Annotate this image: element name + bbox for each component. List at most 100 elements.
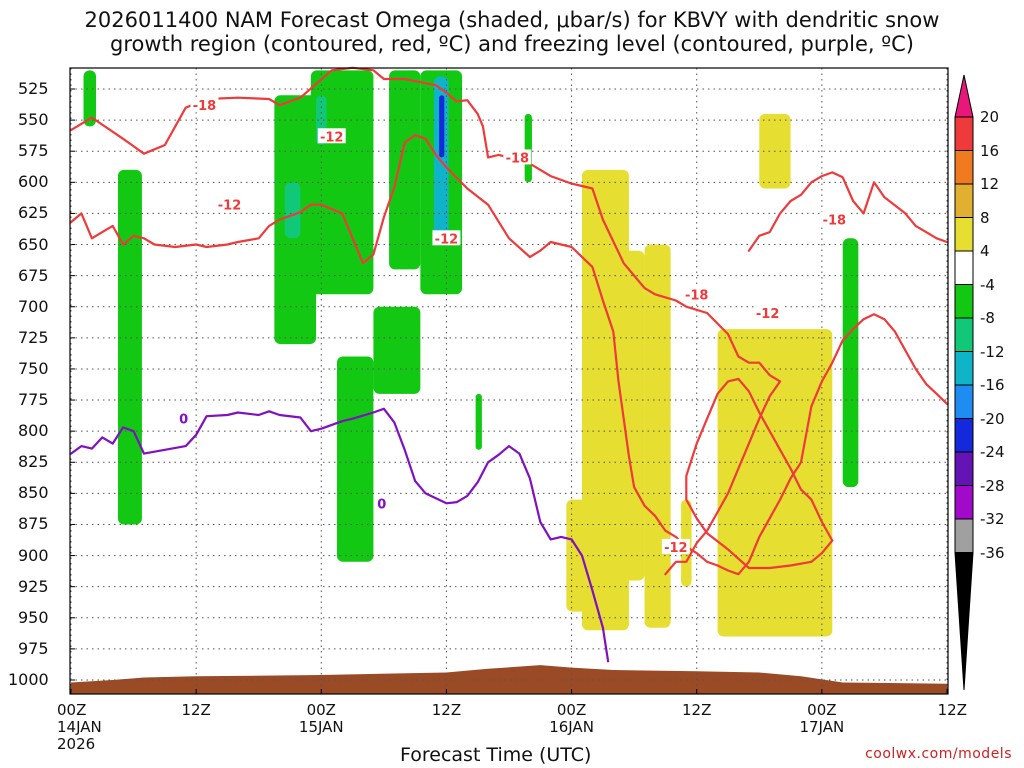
source-credit[interactable]: coolwx.com/models <box>865 746 1012 762</box>
omega-region-17 <box>613 250 645 581</box>
colorbar-segment-7 <box>954 317 974 352</box>
colorbar-segment-10 <box>954 418 974 453</box>
omega-region-20 <box>717 329 833 637</box>
omega-region-1 <box>117 169 142 525</box>
x-tick-label-line: 2026 <box>57 735 96 753</box>
colorbar-label: -28 <box>980 476 1005 495</box>
x-tick-label-line: 00Z <box>556 701 587 719</box>
contour-line-4 <box>69 407 610 663</box>
contour-label-bg-4 <box>215 196 244 212</box>
colorbar-label: -24 <box>980 443 1005 461</box>
colorbar-label: 16 <box>980 141 1000 160</box>
x-tick-label-line: 14JAN <box>57 718 102 736</box>
y-tick-label: 1000 <box>8 670 49 689</box>
terrain-fill <box>70 665 948 694</box>
y-tick-label: 625 <box>18 203 49 223</box>
contour-line-2 <box>69 133 949 576</box>
x-tick-label: 00Z 16JAN <box>532 702 612 753</box>
omega-region-11 <box>336 356 374 562</box>
colorbar-label: -8 <box>980 309 995 327</box>
x-tick-label-line: 12Z <box>682 701 712 719</box>
colorbar-segment-11 <box>954 451 974 486</box>
contour-label-bg-2 <box>820 211 849 227</box>
contour-label-bg-3 <box>682 286 711 302</box>
y-tick-label: 750 <box>18 358 49 378</box>
contour-label-6: -12 <box>435 232 459 247</box>
omega-region-14 <box>842 238 859 488</box>
colorbar-label: -4 <box>980 275 995 294</box>
y-tick-label: 975 <box>18 638 49 658</box>
x-tick-label-line: 15JAN <box>298 718 344 736</box>
y-tick-label: 675 <box>18 265 49 285</box>
contour-label-bg-7 <box>661 538 690 554</box>
colorbar-label: 12 <box>980 175 1000 193</box>
x-tick-label-line: 17JAN <box>799 718 845 736</box>
contour-label-9: 0 <box>179 413 188 428</box>
y-tick-label: 800 <box>18 421 49 441</box>
omega-region-10 <box>439 95 445 158</box>
x-tick-label-line: 12Z <box>431 701 462 719</box>
y-tick-label: 700 <box>18 296 49 316</box>
colorbar-segment-12 <box>954 485 974 520</box>
y-tick-label: 850 <box>18 483 49 503</box>
plot-frame <box>69 67 949 695</box>
colorbar-label: -20 <box>980 409 1005 428</box>
omega-region-4 <box>284 182 301 239</box>
y-tick-label: 900 <box>18 545 49 565</box>
contour-label-2: -18 <box>823 214 847 229</box>
colorbar-label: -32 <box>980 510 1005 528</box>
contour-label-bg-0 <box>190 97 219 113</box>
y-tick-label: 600 <box>18 172 49 192</box>
colorbar-segment-8 <box>954 351 974 386</box>
x-tick-label-line: 00Z <box>306 701 336 719</box>
y-tick-label: 950 <box>18 607 49 627</box>
y-tick-label: 875 <box>18 514 49 534</box>
contour-label-1: -18 <box>506 151 530 166</box>
colorbar-label: -16 <box>980 376 1005 394</box>
omega-region-12 <box>475 393 482 450</box>
contour-label-bg-5 <box>317 128 346 144</box>
colorbar-segment-1 <box>954 116 974 151</box>
y-tick-label: 775 <box>18 390 49 410</box>
y-tick-label: 725 <box>18 327 49 347</box>
colorbar-segment-4 <box>954 217 974 252</box>
x-tick-label-line: 00Z <box>807 701 837 719</box>
contour-label-3: -18 <box>685 288 709 303</box>
colorbar-label: 4 <box>980 242 990 260</box>
contour-label-bg-9 <box>177 410 190 426</box>
contour-line-0 <box>69 66 782 576</box>
colorbar-segment-13 <box>954 518 974 553</box>
colorbar <box>954 74 974 691</box>
x-tick-label-line: 12Z <box>937 701 967 719</box>
contour-label-4: -12 <box>218 199 242 214</box>
y-tick-label: 575 <box>18 141 49 161</box>
contour-label-7: -12 <box>664 541 688 556</box>
colorbar-label: 8 <box>980 208 990 227</box>
y-tick-label: 825 <box>18 452 49 472</box>
colorbar-segment-3 <box>954 183 974 218</box>
y-tick-label: 650 <box>18 234 49 254</box>
x-tick-label: 12Z <box>897 702 967 753</box>
contour-line-3 <box>685 377 834 570</box>
contour-label-bg-1 <box>503 149 532 165</box>
contour-line-1 <box>747 171 949 252</box>
colorbar-segment-2 <box>954 150 974 185</box>
x-tick-label-line: 00Z <box>57 701 87 719</box>
terrain-layer <box>70 665 948 694</box>
colorbar-segment-6 <box>954 284 974 319</box>
colorbar-label: 20 <box>980 108 1000 126</box>
colorbar-label: -36 <box>980 543 1005 562</box>
omega-region-0 <box>83 70 97 127</box>
omega-region-9 <box>433 76 449 239</box>
contour-label-bg-10 <box>375 495 388 511</box>
grid-layer <box>70 68 948 694</box>
contour-label-0: -18 <box>193 99 217 114</box>
colorbar-segment-9 <box>954 384 974 419</box>
contour-label-bg-6 <box>432 230 461 246</box>
colorbar-top-arrow <box>954 74 974 118</box>
y-tick-label: 525 <box>18 79 49 98</box>
x-tick-label-line: 12Z <box>181 701 211 719</box>
x-tick-label: 12Z <box>156 702 236 753</box>
omega-region-6 <box>373 306 421 394</box>
